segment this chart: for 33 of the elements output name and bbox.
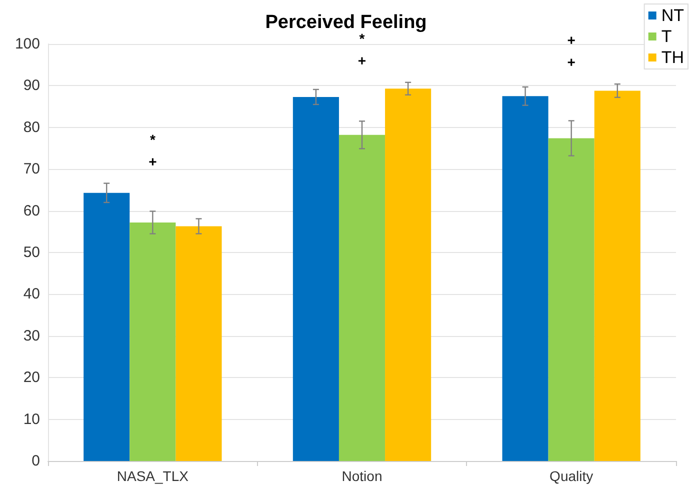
annotation: + — [567, 54, 576, 70]
y-tick-label: 20 — [23, 369, 40, 386]
bar — [594, 90, 640, 461]
bar — [502, 96, 548, 461]
y-tick-label: 10 — [23, 410, 40, 428]
y-tick-label: 80 — [23, 118, 40, 136]
chart-title: Perceived Feeling — [265, 12, 427, 33]
x-tick-label: Quality — [550, 468, 594, 484]
y-tick-label: 30 — [23, 327, 40, 344]
annotation: * — [359, 30, 366, 46]
x-tick-label: Notion — [342, 468, 382, 484]
annotation: + — [358, 52, 366, 68]
legend-label: TH — [661, 48, 684, 67]
bar — [548, 138, 594, 461]
bar — [292, 96, 339, 461]
annotation: + — [148, 153, 157, 170]
y-tick-label: 60 — [23, 202, 40, 220]
legend-label: T — [661, 27, 672, 46]
y-tick-label: 0 — [32, 452, 40, 470]
annotation: + — [567, 32, 576, 48]
bar — [84, 192, 130, 461]
bar — [338, 134, 386, 461]
bar — [385, 88, 432, 461]
y-tick-label: 50 — [23, 244, 40, 261]
annotation: * — [150, 131, 156, 148]
bar — [130, 222, 176, 461]
x-tick-label: NASA_TLX — [116, 468, 190, 484]
y-tick-label: 70 — [23, 160, 40, 178]
legend-label: NT — [661, 6, 684, 25]
bar — [176, 226, 222, 461]
y-tick-label: 100 — [14, 36, 40, 52]
y-tick-label: 90 — [23, 77, 40, 94]
y-tick-label: 40 — [23, 286, 40, 303]
